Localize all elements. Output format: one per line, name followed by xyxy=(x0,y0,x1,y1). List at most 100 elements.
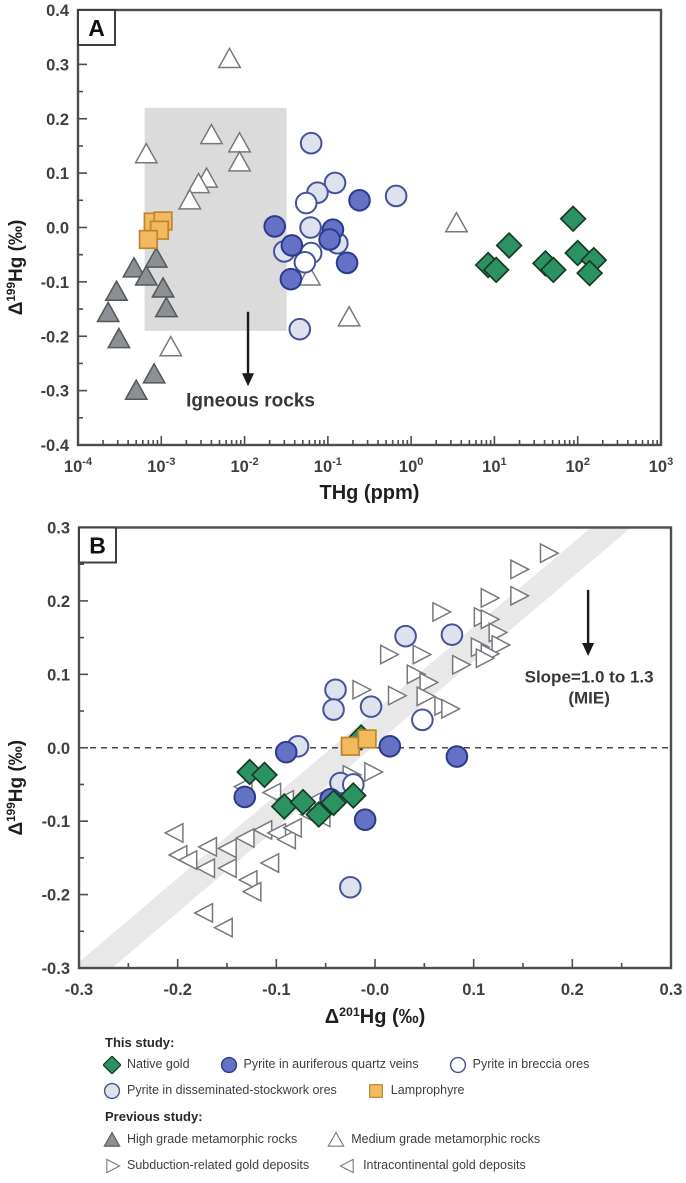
native-gold-marker xyxy=(103,1056,121,1075)
high-grade-metamorphic-rocks-point xyxy=(154,295,179,318)
pyrite-auriferous-quartz-veins-point xyxy=(348,189,371,212)
legend-label-subduction-related-gold-deposits: Subduction-related gold deposits xyxy=(127,1157,310,1172)
high-grade-metamorphic-rocks-point xyxy=(104,279,129,302)
intracontinental-gold-deposits-glyph xyxy=(339,1158,354,1174)
panel-label-box xyxy=(78,526,117,564)
subduction-related-gold-deposits-point xyxy=(419,671,440,693)
svg-text:0.4: 0.4 xyxy=(46,2,70,20)
axis-label: Δ201Hg (‰) xyxy=(325,1005,426,1028)
legend-item-pyrite-auriferous-quartz-veins: Pyrite in auriferous quartz veins xyxy=(220,1056,419,1074)
panel-label-box xyxy=(77,9,116,46)
high-grade-metamorphic-rocks-point xyxy=(96,300,121,323)
native-gold-point xyxy=(339,781,367,809)
medium-grade-metamorphic-rocks-point xyxy=(297,264,322,286)
pyrite-disseminated-stockwork-ores-point xyxy=(299,131,323,155)
svg-text:101: 101 xyxy=(482,456,506,476)
lamprophyre-legend-glyph xyxy=(368,1084,383,1099)
subduction-related-gold-deposits-point xyxy=(406,663,427,685)
series-pyrite-auriferous-quartz-veins xyxy=(263,189,371,291)
svg-text:-0.1: -0.1 xyxy=(262,981,290,999)
svg-text:10-4: 10-4 xyxy=(64,456,93,476)
subduction-related-gold-deposits-point xyxy=(412,644,433,665)
subduction-related-gold-deposits-point xyxy=(379,644,400,665)
annotation-arrow xyxy=(242,311,255,387)
subduction-related-gold-deposits-point xyxy=(432,601,453,623)
pyrite-auriferous-quartz-veins-point xyxy=(233,785,257,809)
svg-text:0.3: 0.3 xyxy=(660,981,683,999)
legend-item-medium-grade-metamorphic-rocks: Medium grade metamorphic rocks xyxy=(327,1130,541,1149)
intracontinental-gold-deposits-point xyxy=(195,857,216,879)
intracontinental-gold-deposits-point xyxy=(163,822,184,844)
medium-grade-metamorphic-rocks-point xyxy=(186,171,211,194)
high-grade-metamorphic-rocks-point xyxy=(142,362,167,384)
native-gold-point xyxy=(539,256,567,284)
pyrite-disseminated-stockwork-ores-point xyxy=(384,184,408,208)
pyrite-auriferous-quartz-veins-marker xyxy=(220,1056,238,1074)
legend-row-2: Pyrite in disseminated-stockwork ores La… xyxy=(103,1082,683,1100)
high-grade-metamorphic-rocks-point xyxy=(124,378,149,400)
intracontinental-gold-deposits-point xyxy=(281,817,303,839)
native-gold-point xyxy=(320,789,348,817)
medium-grade-metamorphic-rocks-point xyxy=(227,150,252,172)
svg-text:103: 103 xyxy=(649,456,673,476)
subduction-related-gold-deposits-point xyxy=(451,654,472,676)
legend-row-3: High grade metamorphic rocks Medium grad… xyxy=(103,1130,683,1149)
subduction-related-gold-deposits-point xyxy=(352,679,373,701)
intracontinental-gold-deposits-point xyxy=(197,836,218,858)
intracontinental-gold-deposits-point xyxy=(276,829,297,850)
pyrite-auriferous-quartz-veins-point xyxy=(445,745,469,768)
series-native-gold xyxy=(474,205,608,287)
subduction-related-gold-deposits-point xyxy=(539,542,560,564)
subduction-related-gold-deposits-point xyxy=(510,585,531,607)
intracontinental-gold-deposits-point xyxy=(216,857,237,879)
svg-text:0.3: 0.3 xyxy=(46,56,69,74)
series-pyrite-breccia-ores xyxy=(293,191,323,274)
svg-text:-0.3: -0.3 xyxy=(41,383,69,401)
high-grade-metamorphic-rocks-point xyxy=(144,246,169,268)
legend-label-medium-grade-metamorphic-rocks: Medium grade metamorphic rocks xyxy=(351,1131,541,1146)
igneous-rocks-label: Igneous rocks xyxy=(186,390,315,411)
pyrite-disseminated-stockwork-ores-point xyxy=(288,317,312,341)
pyrite-disseminated-stockwork-ores-point xyxy=(394,624,417,648)
legend-item-subduction-related-gold-deposits: Subduction-related gold deposits xyxy=(103,1157,309,1175)
panel-letter: A xyxy=(88,15,105,41)
medium-grade-metamorphic-rocks-marker xyxy=(327,1130,345,1149)
svg-text:0.0: 0.0 xyxy=(47,740,70,758)
pyrite-auriferous-quartz-veins-glyph xyxy=(220,1057,237,1074)
lamprophyre-point xyxy=(340,736,360,756)
subduction-related-gold-deposits-point xyxy=(480,587,501,609)
native-gold-point xyxy=(305,801,333,829)
slope-annotation-line-1: Slope=1.0 to 1.3 xyxy=(525,668,654,687)
subduction-related-gold-deposits-point xyxy=(416,685,437,707)
pyrite-disseminated-stockwork-ores-marker xyxy=(103,1082,121,1100)
legend-label-pyrite-breccia-ores: Pyrite in breccia ores xyxy=(472,1057,590,1072)
pyrite-auriferous-quartz-veins-legend-glyph xyxy=(220,1057,237,1074)
pyrite-auriferous-quartz-veins-point xyxy=(280,234,304,257)
pyrite-breccia-ores-point xyxy=(293,250,317,274)
lamprophyre-glyph xyxy=(368,1084,383,1099)
medium-grade-metamorphic-rocks-point xyxy=(177,188,202,210)
high-grade-metamorphic-rocks-point xyxy=(151,276,176,298)
intracontinental-gold-deposits-point xyxy=(237,869,258,891)
svg-text:10-1: 10-1 xyxy=(314,456,342,476)
axis-label: Δ199Hg (‰) xyxy=(5,740,27,836)
series-lamprophyre xyxy=(340,729,377,756)
high-grade-metamorphic-rocks-point xyxy=(121,256,146,278)
svg-text:0.1: 0.1 xyxy=(46,165,69,183)
pyrite-breccia-ores-legend-glyph xyxy=(449,1057,466,1074)
legend-item-pyrite-disseminated-stockwork-ores: Pyrite in disseminated-stockwork ores xyxy=(103,1082,337,1100)
legend-this-study-title: This study: xyxy=(105,1035,175,1050)
series-high-grade-metamorphic-rocks xyxy=(96,246,179,400)
pyrite-disseminated-stockwork-ores-point xyxy=(322,698,345,721)
slope-annotation-line-2: (MIE) xyxy=(568,689,610,708)
intracontinental-gold-deposits-point xyxy=(193,902,214,924)
legend-label-native-gold: Native gold xyxy=(127,1057,190,1072)
native-gold-point xyxy=(576,259,604,287)
svg-text:-0.3: -0.3 xyxy=(65,981,93,999)
intracontinental-gold-deposits-point xyxy=(216,837,237,859)
high-grade-metamorphic-rocks-point xyxy=(106,326,131,349)
svg-text:-0.1: -0.1 xyxy=(42,813,70,831)
pyrite-disseminated-stockwork-ores-point xyxy=(359,695,383,718)
subduction-related-gold-deposits-point xyxy=(364,761,385,783)
medium-grade-metamorphic-rocks-legend-glyph xyxy=(327,1130,345,1147)
